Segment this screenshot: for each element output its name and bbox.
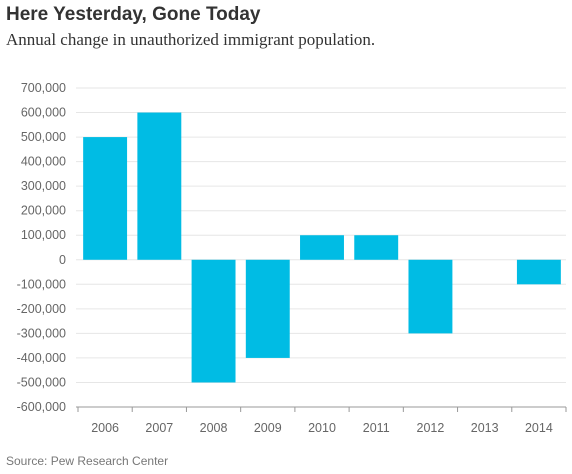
y-tick-label: -500,000 bbox=[17, 375, 66, 389]
bar-2011 bbox=[354, 235, 399, 260]
bar-2010 bbox=[300, 235, 344, 260]
x-tick-label: 2009 bbox=[254, 421, 282, 435]
y-tick-label: 500,000 bbox=[21, 130, 66, 144]
y-axis-tick-labels: 700,000 600,000 500,000 400,000 300,000 200,0… bbox=[17, 81, 66, 414]
y-tick-label: 200,000 bbox=[21, 204, 66, 218]
bar-2008 bbox=[191, 259, 236, 383]
y-tick-label: -600,000 bbox=[17, 400, 66, 414]
y-tick-label: 100,000 bbox=[21, 228, 66, 242]
bar-2014 bbox=[516, 259, 561, 285]
x-tick-label: 2012 bbox=[417, 421, 445, 435]
bar-2012 bbox=[408, 259, 453, 334]
x-tick-label: 2013 bbox=[471, 421, 499, 435]
bars bbox=[83, 112, 561, 383]
x-axis bbox=[76, 406, 567, 412]
bar-2007 bbox=[137, 112, 182, 260]
bar-2009 bbox=[245, 259, 290, 358]
y-tick-label: -100,000 bbox=[17, 277, 66, 291]
y-tick-label: 0 bbox=[59, 253, 66, 267]
y-tick-label: 700,000 bbox=[21, 81, 66, 95]
x-axis-tick-labels: 2006 2007 2008 2009 2010 2011 2012 2013 2014 bbox=[91, 421, 553, 435]
x-tick-label: 2010 bbox=[308, 421, 336, 435]
y-tick-label: 400,000 bbox=[21, 155, 66, 169]
y-tick-label: -400,000 bbox=[17, 351, 66, 365]
x-tick-label: 2011 bbox=[363, 421, 390, 435]
x-tick-label: 2006 bbox=[91, 421, 119, 435]
x-tick-label: 2007 bbox=[145, 421, 173, 435]
y-tick-label: -300,000 bbox=[17, 326, 66, 340]
y-tick-label: 300,000 bbox=[21, 179, 66, 193]
chart-title: Here Yesterday, Gone Today bbox=[6, 4, 261, 25]
source-note: Source: Pew Research Center bbox=[6, 454, 169, 468]
y-tick-label: -200,000 bbox=[17, 302, 66, 316]
chart-subtitle: Annual change in unauthorized immigrant … bbox=[6, 30, 376, 49]
x-tick-label: 2014 bbox=[525, 421, 553, 435]
x-tick-label: 2008 bbox=[200, 421, 228, 435]
y-tick-label: 600,000 bbox=[21, 106, 66, 120]
bar-2006 bbox=[83, 137, 128, 260]
